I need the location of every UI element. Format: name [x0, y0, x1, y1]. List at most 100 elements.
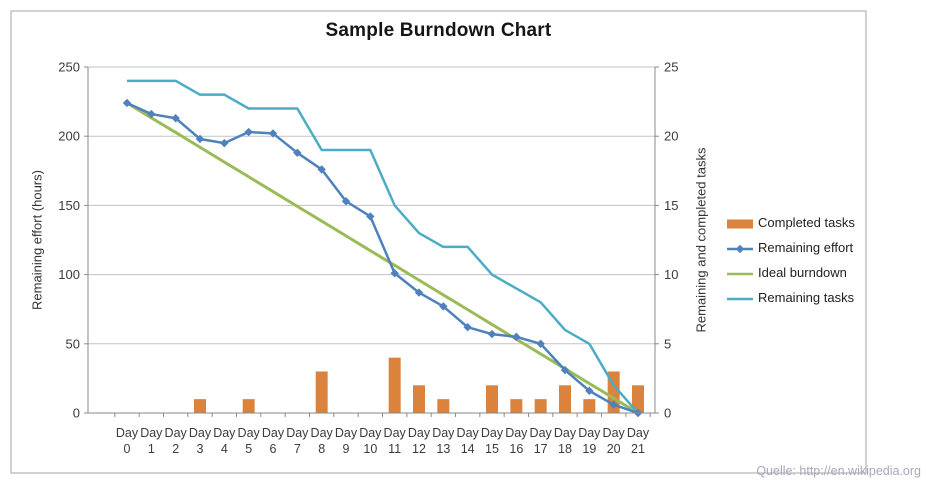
x-axis-label-number: 7	[294, 442, 301, 456]
x-axis-label-number: 17	[534, 442, 548, 456]
left-axis-title: Remaining effort (hours)	[29, 170, 45, 310]
bar-completed-tasks	[534, 399, 547, 413]
diamond-marker-icon	[536, 339, 545, 348]
x-axis-label-day: Day	[335, 426, 358, 440]
legend-label: Remaining effort	[758, 240, 854, 255]
chart-legend: Completed tasks Remaining effort Ideal b…	[727, 210, 855, 310]
x-axis-label-number: 15	[485, 442, 499, 456]
bar-completed-tasks	[559, 385, 571, 413]
legend-item-remaining-tasks: Remaining tasks	[727, 285, 855, 310]
x-axis-label-day: Day	[530, 426, 553, 440]
legend-label: Remaining tasks	[758, 290, 855, 305]
diamond-marker-icon	[268, 129, 278, 138]
right-axis-tick-label: 15	[664, 198, 678, 213]
x-axis-label-number: 4	[221, 442, 228, 456]
right-axis-tick-label: 0	[664, 406, 671, 421]
x-axis-label-number: 20	[607, 442, 621, 456]
completed-tasks-swatch-icon	[727, 217, 753, 229]
line-remaining-effort	[126, 101, 639, 415]
chart-title: Sample Burndown Chart	[325, 20, 552, 41]
diamond-marker-icon	[195, 134, 205, 144]
x-axis-label-day: Day	[603, 426, 626, 440]
diamond-marker-icon	[171, 114, 180, 123]
diamond-marker-icon	[585, 386, 594, 396]
x-axis-label-number: 1	[148, 442, 155, 456]
x-axis-label-day: Day	[189, 426, 212, 440]
x-axis-label-number: 11	[388, 442, 401, 456]
right-axis-title: Remaining and completed tasks	[693, 147, 709, 333]
x-axis-label-day: Day	[457, 426, 480, 440]
left-axis-tick-label: 250	[58, 60, 80, 75]
left-axis-tick-label: 0	[73, 406, 80, 421]
diamond-marker-icon	[341, 197, 351, 206]
legend-item-remaining-effort: Remaining effort	[727, 235, 855, 260]
diamond-marker-icon	[366, 212, 375, 221]
remaining-effort-swatch-icon	[727, 242, 753, 254]
ideal-burndown-swatch-icon	[727, 267, 753, 279]
left-axis-tick-label: 100	[58, 267, 80, 282]
x-axis-label-day: Day	[238, 426, 261, 440]
bar-swatch-glyph	[727, 219, 753, 228]
diamond-marker-icon	[317, 165, 326, 174]
line-swatch-glyph	[727, 272, 753, 275]
diamond-marker-icon	[512, 332, 521, 342]
x-axis-label-day: Day	[481, 426, 504, 440]
x-axis-label-day: Day	[359, 426, 382, 440]
diamond-marker-icon	[487, 329, 497, 339]
chart-frame	[10, 10, 867, 474]
x-axis-label-number: 12	[412, 442, 426, 456]
line-remaining-tasks	[127, 79, 639, 414]
diamond-marker-icon	[220, 138, 229, 148]
legend-label: Completed tasks	[758, 215, 855, 230]
left-axis-tick-label: 50	[66, 336, 80, 351]
x-axis-label-number: 3	[197, 442, 204, 456]
legend-label: Ideal burndown	[758, 265, 847, 280]
diamond-marker-icon	[560, 365, 570, 375]
diamond-marker-icon	[609, 400, 618, 409]
x-axis-label-day: Day	[116, 426, 139, 440]
right-axis-tick-label: 20	[664, 129, 678, 144]
bar-completed-tasks	[194, 399, 206, 413]
remaining-tasks-swatch-icon	[727, 292, 753, 304]
source-attribution: Quelle: http://en.wikipedia.org	[756, 464, 921, 478]
x-axis-label-day: Day	[384, 426, 407, 440]
bar-completed-tasks	[632, 385, 644, 413]
x-axis-label-number: 18	[558, 442, 572, 456]
x-axis-label-day: Day	[627, 426, 650, 440]
x-axis-label-day: Day	[505, 426, 528, 440]
x-axis-label-number: 8	[318, 442, 325, 456]
x-axis-label-number: 19	[582, 442, 596, 456]
right-axis-tick-label: 10	[664, 267, 678, 282]
diamond-marker-icon	[414, 288, 424, 297]
diamond-marker-icon	[390, 269, 399, 278]
line-swatch-glyph	[727, 297, 753, 300]
legend-item-ideal-burndown: Ideal burndown	[727, 260, 855, 285]
legend-item-completed-tasks: Completed tasks	[727, 210, 855, 235]
diamond-marker-icon	[439, 302, 448, 311]
line-marker-swatch-glyph	[727, 244, 753, 253]
x-axis-label-number: 2	[172, 442, 179, 456]
diamond-marker-icon	[122, 98, 132, 108]
right-axis-tick-label: 25	[664, 60, 678, 75]
bar-completed-tasks	[388, 357, 401, 413]
x-axis-label-number: 14	[461, 442, 475, 456]
bar-completed-tasks	[486, 385, 498, 413]
x-axis-label-day: Day	[408, 426, 431, 440]
line-ideal-burndown	[126, 101, 639, 415]
bar-completed-tasks	[413, 385, 425, 413]
x-axis-label-number: 16	[509, 442, 523, 456]
diamond-marker-icon	[147, 109, 156, 119]
x-axis-label-day: Day	[554, 426, 577, 440]
x-axis-label-number: 21	[631, 442, 645, 456]
diamond-marker-icon	[244, 127, 253, 137]
x-axis-label-day: Day	[286, 426, 309, 440]
diamond-marker-icon	[463, 322, 472, 332]
x-axis-label-number: 9	[343, 442, 350, 456]
bar-completed-tasks	[437, 399, 450, 413]
bar-completed-tasks	[583, 399, 596, 413]
bar-completed-tasks	[315, 371, 328, 413]
x-axis-label-day: Day	[140, 426, 163, 440]
x-axis-label-number: 5	[245, 442, 252, 456]
